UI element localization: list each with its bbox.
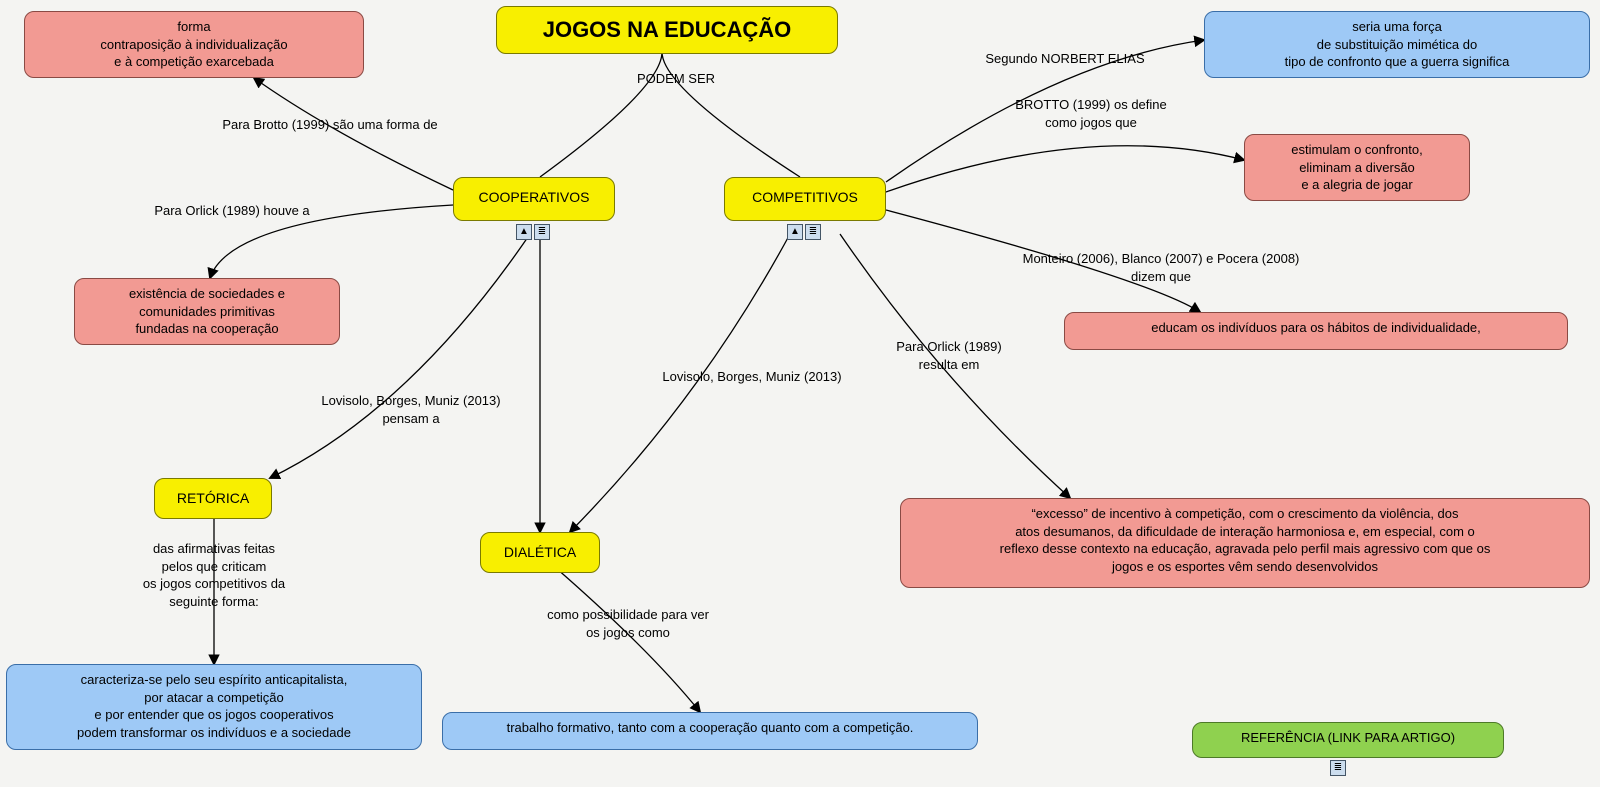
edge-label-podem-ser: PODEM SER — [626, 70, 726, 88]
node-competitivos-icons[interactable]: ▲ ≣ — [787, 224, 821, 240]
node-trabalho-form: trabalho formativo, tanto com a cooperaç… — [442, 712, 978, 750]
note-icon[interactable]: ≣ — [805, 224, 821, 240]
edge-label-orlick-res: Para Orlick (1989) resulta em — [864, 338, 1034, 373]
node-forma-contraposicao: forma contraposição à individualização e… — [24, 11, 364, 78]
node-competitivos[interactable]: COMPETITIVOS — [724, 177, 886, 221]
node-existencia-sociedades: existência de sociedades e comunidades p… — [74, 278, 340, 345]
image-icon[interactable]: ▲ — [516, 224, 532, 240]
node-seria-forca: seria uma força de substituição mimética… — [1204, 11, 1590, 78]
node-excesso-incentivo: “excesso” de incentivo à competição, com… — [900, 498, 1590, 588]
note-icon[interactable]: ≣ — [534, 224, 550, 240]
node-cooperativos[interactable]: COOPERATIVOS — [453, 177, 615, 221]
node-title: JOGOS NA EDUCAÇÃO — [496, 6, 838, 54]
node-dialetica[interactable]: DIALÉTICA — [480, 532, 600, 573]
edge-label-para-brotto: Para Brotto (1999) são uma forma de — [170, 116, 490, 134]
edge-label-para-orlick-a: Para Orlick (1989) houve a — [102, 202, 362, 220]
node-educam-individuos: educam os indivíduos para os hábitos de … — [1064, 312, 1568, 350]
node-retorica[interactable]: RETÓRICA — [154, 478, 272, 519]
node-referencia-link[interactable]: REFERÊNCIA (LINK PARA ARTIGO) — [1192, 722, 1504, 758]
concept-map-canvas: JOGOS NA EDUCAÇÃO COOPERATIVOS ▲ ≣ COMPE… — [0, 0, 1600, 787]
edge-label-monteiro: Monteiro (2006), Blanco (2007) e Pocera … — [946, 250, 1376, 285]
node-cooperativos-icons[interactable]: ▲ ≣ — [516, 224, 550, 240]
edge-label-seg-elias: Segundo NORBERT ELIAS — [950, 50, 1180, 68]
node-referencia-icons[interactable]: ≣ — [1330, 760, 1346, 776]
node-estimulam-confronto: estimulam o confronto, eliminam a divers… — [1244, 134, 1470, 201]
node-caracteriza: caracteriza-se pelo seu espírito anticap… — [6, 664, 422, 750]
note-icon[interactable]: ≣ — [1330, 760, 1346, 776]
edge-label-brotto-def: BROTTO (1999) os define como jogos que — [966, 96, 1216, 131]
edge-label-como-pos: como possibilidade para ver os jogos com… — [508, 606, 748, 641]
image-icon[interactable]: ▲ — [787, 224, 803, 240]
edge-label-das-afirm: das afirmativas feitas pelos que critica… — [108, 540, 320, 610]
edge-label-lovisolo-coop: Lovisolo, Borges, Muniz (2013) pensam a — [276, 392, 546, 427]
edge-label-lovisolo-cmp: Lovisolo, Borges, Muniz (2013) — [622, 368, 882, 386]
